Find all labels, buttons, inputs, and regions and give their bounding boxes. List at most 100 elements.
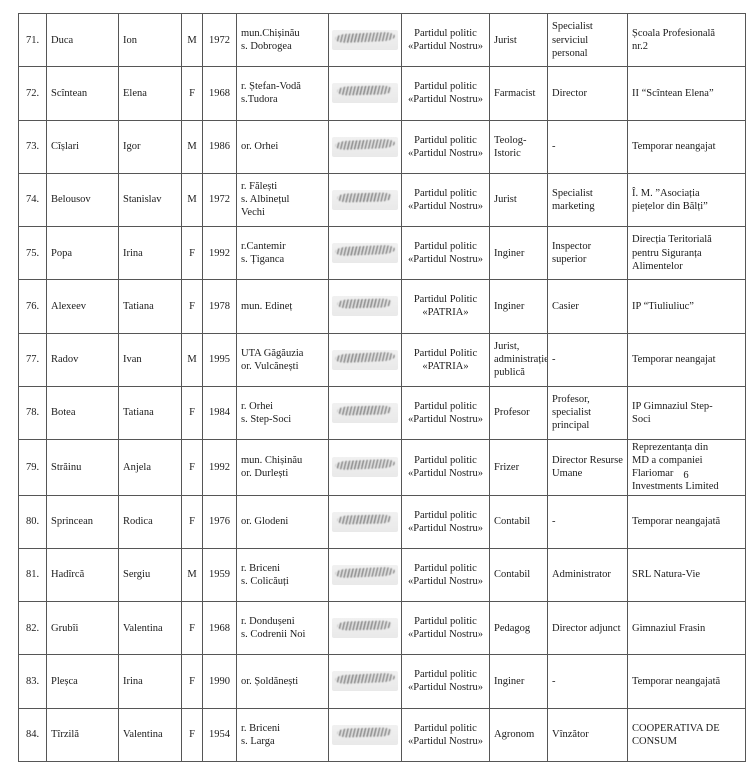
table-row: 77. Radov Ivan M 1995 UTA Găgăuzia or. V… <box>18 332 746 387</box>
cell-position: Director Resurse Umane <box>547 439 628 496</box>
cell-workplace: Temporar neangajată <box>627 494 746 549</box>
cell-residence: r. Orhei s. Step-Soci <box>236 385 329 441</box>
cell-row-number: 80. <box>18 494 47 549</box>
cell-position: Director <box>547 66 628 121</box>
cell-first-name: Valentina <box>118 600 182 656</box>
cell-surname: Scîntean <box>46 66 119 121</box>
cell-party: Partidul politic «Partidul Nostru» <box>401 547 490 603</box>
cell-profession: Teolog- Istoric <box>489 119 548 174</box>
signature-scribble <box>335 458 395 471</box>
cell-first-name: Valentina <box>118 707 182 762</box>
cell-row-number: 75. <box>18 225 47 281</box>
signature-scribble <box>335 566 395 579</box>
cell-signature <box>328 385 402 441</box>
cell-position: Director adjunct <box>547 600 628 656</box>
cell-surname: Popa <box>46 225 119 281</box>
cell-position: Profesor, specialist principal <box>547 385 628 441</box>
cell-residence: or. Orhei <box>236 119 329 174</box>
redacted-signature <box>332 724 398 745</box>
cell-workplace: Î. M. ”Asociația piețelor din Bălți” <box>627 172 746 228</box>
table-row: 79. Străinu Anjela F 1992 mun. Chișinău … <box>18 439 746 496</box>
signature-scribble <box>337 620 392 631</box>
cell-signature <box>328 707 402 762</box>
cell-residence: r. Dondușeni s. Codrenii Noi <box>236 600 329 656</box>
cell-signature <box>328 547 402 603</box>
table-row: 83. Pleșca Irina F 1990 or. Șoldănești P… <box>18 654 746 709</box>
cell-sex: F <box>181 225 203 281</box>
cell-profession: Jurist <box>489 12 548 68</box>
table-row: 75. Popa Irina F 1992 r.Cantemir s. Țiga… <box>18 225 746 281</box>
cell-party: Partidul politic «Partidul Nostru» <box>401 494 490 549</box>
cell-surname: Radov <box>46 332 119 387</box>
cell-position: Specialist marketing <box>547 172 628 228</box>
cell-row-number: 83. <box>18 654 47 709</box>
cell-signature <box>328 332 402 387</box>
cell-residence: or. Glodeni <box>236 494 329 549</box>
cell-profession: Inginer <box>489 225 548 281</box>
redacted-signature <box>332 564 398 585</box>
cell-first-name: Anjela <box>118 439 182 496</box>
cell-workplace: IP “Tiuliuliuc” <box>627 279 746 334</box>
cell-profession: Agronom <box>489 707 548 762</box>
cell-birth-year: 1992 <box>202 225 237 281</box>
cell-row-number: 76. <box>18 279 47 334</box>
cell-workplace: Temporar neangajat <box>627 119 746 174</box>
redacted-signature <box>332 189 398 210</box>
cell-surname: Străinu <box>46 439 119 496</box>
cell-sex: F <box>181 600 203 656</box>
cell-birth-year: 1995 <box>202 332 237 387</box>
cell-workplace: SRL Natura-Vie <box>627 547 746 603</box>
cell-position: - <box>547 332 628 387</box>
cell-birth-year: 1976 <box>202 494 237 549</box>
table-row: 82. Grubîi Valentina F 1968 r. Dondușeni… <box>18 600 746 656</box>
cell-party: Partidul politic «Partidul Nostru» <box>401 385 490 441</box>
cell-birth-year: 1954 <box>202 707 237 762</box>
cell-profession: Contabil <box>489 494 548 549</box>
cell-surname: Botea <box>46 385 119 441</box>
cell-sex: F <box>181 439 203 496</box>
cell-position: Casier <box>547 279 628 334</box>
cell-first-name: Irina <box>118 654 182 709</box>
cell-birth-year: 1959 <box>202 547 237 603</box>
cell-surname: Sprincean <box>46 494 119 549</box>
cell-residence: r. Ștefan-Vodă s.Tudora <box>236 66 329 121</box>
cell-workplace: Gimnaziul Frasin <box>627 600 746 656</box>
signature-scribble <box>337 726 392 738</box>
cell-position: Vînzător <box>547 707 628 762</box>
cell-party: Partidul politic «Partidul Nostru» <box>401 66 490 121</box>
cell-profession: Pedagog <box>489 600 548 656</box>
cell-surname: Pleșca <box>46 654 119 709</box>
cell-signature <box>328 279 402 334</box>
cell-party: Partidul politic «Partidul Nostru» <box>401 12 490 68</box>
cell-party: Partidul politic «Partidul Nostru» <box>401 600 490 656</box>
cell-birth-year: 1984 <box>202 385 237 441</box>
document-page: 71. Duca Ion M 1972 mun.Chișinău s. Dobr… <box>18 12 746 762</box>
cell-signature <box>328 66 402 121</box>
cell-residence: r. Briceni s. Colicăuți <box>236 547 329 603</box>
cell-position: - <box>547 119 628 174</box>
cell-first-name: Ion <box>118 12 182 68</box>
cell-surname: Hadîrcă <box>46 547 119 603</box>
cell-surname: Grubîi <box>46 600 119 656</box>
cell-first-name: Igor <box>118 119 182 174</box>
cell-profession: Jurist, administrație publică <box>489 332 548 387</box>
cell-workplace: Temporar neangajată <box>627 654 746 709</box>
redacted-signature <box>332 511 398 532</box>
cell-row-number: 73. <box>18 119 47 174</box>
cell-surname: Belousov <box>46 172 119 228</box>
redacted-signature <box>332 30 398 51</box>
cell-position: - <box>547 654 628 709</box>
cell-surname: Duca <box>46 12 119 68</box>
signature-scribble <box>335 351 395 363</box>
signature-scribble <box>337 405 392 416</box>
cell-sex: F <box>181 66 203 121</box>
cell-workplace: Direcția Teritorială pentru Siguranța Al… <box>627 225 746 281</box>
cell-residence: mun. Edineț <box>236 279 329 334</box>
redacted-signature <box>332 296 398 317</box>
table-row: 74. Belousov Stanislav M 1972 r. Fălești… <box>18 172 746 228</box>
cell-sex: F <box>181 385 203 441</box>
cell-first-name: Sergiu <box>118 547 182 603</box>
cell-signature <box>328 439 402 496</box>
redacted-signature <box>332 349 398 370</box>
cell-position: - <box>547 494 628 549</box>
